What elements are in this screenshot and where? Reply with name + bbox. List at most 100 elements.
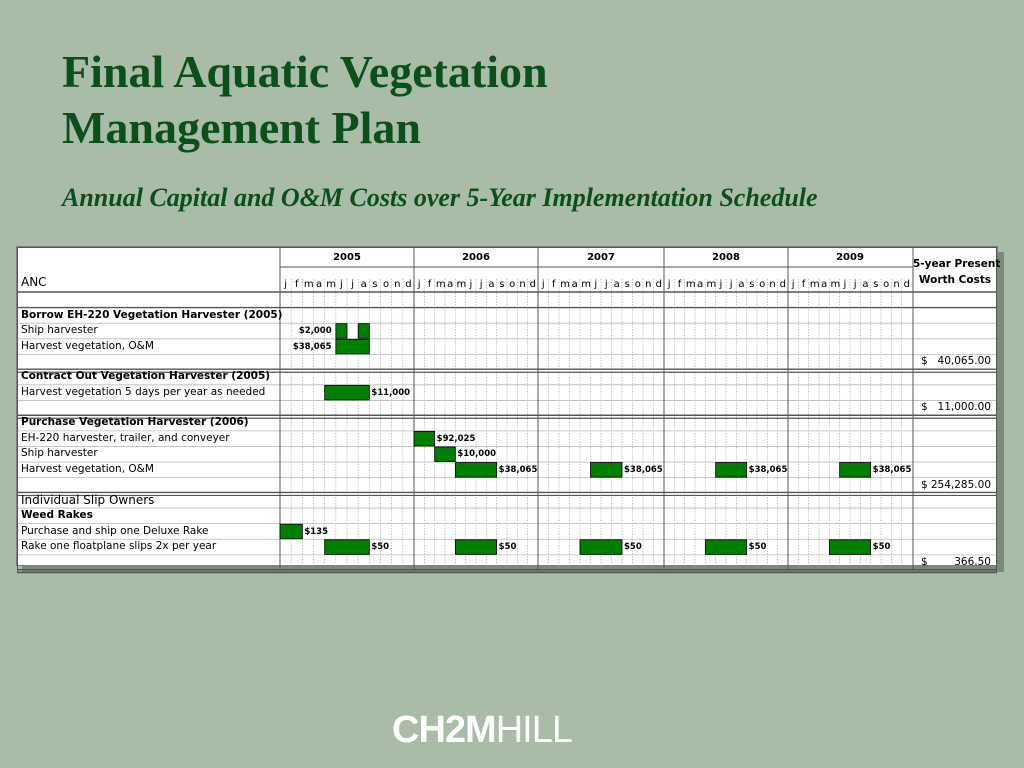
total-value: 254,285.00 [930, 478, 991, 491]
month-label: a [316, 279, 323, 290]
task-label: Rake one floatplane slips 2x per year [21, 540, 217, 553]
month-label: a [821, 279, 828, 290]
task-label: Ship harvester [21, 324, 98, 337]
gantt-bar [324, 539, 370, 555]
month-label: m [809, 279, 820, 290]
total-currency: $ [921, 555, 928, 568]
cost-label: $135 [304, 526, 328, 537]
month-label: m [581, 279, 591, 290]
total-currency: $ [921, 478, 928, 491]
month-label: j [594, 279, 598, 290]
month-label: a [488, 279, 495, 290]
anc-label: ANC [21, 275, 47, 289]
month-label: j [541, 279, 545, 290]
total-currency: $ [921, 401, 928, 414]
month-label: j [667, 279, 671, 290]
month-label: s [499, 279, 505, 290]
month-label: m [435, 279, 446, 290]
month-label: f [551, 279, 556, 290]
month-label: n [893, 279, 900, 290]
month-label: o [383, 279, 390, 290]
month-label: j [469, 279, 473, 290]
cost-label: $38,065 [748, 465, 788, 476]
section-title: Purchase Vegetation Harvester (2006) [21, 416, 249, 429]
logo-light-text: HILL [495, 709, 573, 751]
month-label: j [604, 279, 608, 290]
gantt-bar [324, 384, 370, 401]
task-label: Harvest vegetation 5 days per year as ne… [21, 385, 266, 398]
month-label: a [447, 279, 454, 290]
month-label: o [509, 279, 516, 290]
cost-label: $50 [872, 542, 891, 553]
schedule-labels: 2005 j f m a m j j a s o n d 2006 j f m a m j j a s o n d 2007 j f m a… [17, 247, 1000, 568]
month-label: n [769, 279, 776, 290]
task-label: Harvest vegetation, O&M [21, 339, 154, 352]
total-value: 366.50 [954, 555, 991, 568]
month-label: n [519, 279, 526, 290]
month-label: s [372, 279, 378, 290]
ch2mhill-logo: CH2MHILL [392, 709, 573, 752]
total-value: 40,065.00 [937, 355, 991, 368]
month-label: o [759, 279, 766, 290]
gantt-bar [579, 539, 623, 555]
month-label: n [645, 279, 652, 290]
schedule-grid [17, 247, 997, 574]
gantt-bar [715, 462, 748, 478]
month-label: a [613, 279, 620, 290]
month-label: m [326, 279, 336, 290]
cost-label: $50 [624, 542, 642, 553]
task-label: Purchase and ship one Deluxe Rake [21, 524, 209, 537]
month-label: j [479, 279, 483, 290]
month-label: s [624, 279, 630, 290]
month-label: d [779, 279, 786, 290]
title-line-2: Management Plan [62, 102, 422, 153]
task-label: Ship harvester [21, 447, 98, 460]
month-label: d [903, 279, 910, 290]
total-currency: $ [921, 355, 928, 368]
title-line-1: Final Aquatic Vegetation [62, 46, 548, 97]
month-label: j [729, 279, 733, 290]
cost-label: $92,025 [436, 433, 476, 444]
year-label: 2006 [462, 252, 490, 263]
total-value: 11,000.00 [937, 401, 991, 414]
month-label: j [853, 279, 857, 290]
month-label: j [351, 279, 354, 290]
month-label: n [394, 279, 401, 290]
gantt-bar [413, 430, 436, 447]
month-label: f [677, 279, 682, 290]
gantt-bar [590, 462, 623, 478]
month-label: m [706, 279, 717, 290]
month-label: o [883, 279, 890, 290]
schedule-table: 2005 j f m a m j j a s o n d 2006 j f m a m j j a s o n d 2007 j f m a… [16, 246, 1000, 574]
year-label: 2005 [333, 252, 361, 263]
gantt-bar [335, 323, 348, 339]
gantt-bar [357, 323, 370, 339]
cost-label: $50 [748, 542, 767, 553]
month-label: f [427, 279, 432, 290]
year-label: 2007 [587, 252, 615, 263]
month-label: j [791, 279, 795, 290]
slide-title: Final Aquatic Vegetation Management Plan [62, 44, 548, 156]
month-label: f [294, 279, 299, 290]
gantt-bar [434, 446, 456, 462]
month-label: d [655, 279, 662, 290]
month-label: a [360, 279, 367, 290]
gantt-bar [335, 338, 370, 355]
gantt-bar [454, 539, 498, 555]
individual-label: Individual Slip Owners [21, 493, 155, 508]
gantt-bar [704, 539, 748, 555]
gantt-bar [839, 462, 872, 478]
gantt-bar [279, 523, 303, 540]
logo-bold-text: CH2M [392, 709, 497, 751]
year-label: 2009 [836, 252, 864, 263]
gantt-bar [828, 539, 872, 555]
cost-label: $10,000 [457, 449, 497, 460]
month-label: m [560, 279, 570, 290]
slide-subtitle: Annual Capital and O&M Costs over 5-Year… [62, 183, 818, 212]
gantt-bar [454, 462, 498, 478]
month-label: j [284, 279, 287, 290]
month-label: s [749, 279, 755, 290]
year-label: 2008 [712, 252, 740, 263]
month-label: m [456, 279, 467, 290]
section-title: Borrow EH-220 Vegetation Harvester (2005… [21, 308, 283, 321]
